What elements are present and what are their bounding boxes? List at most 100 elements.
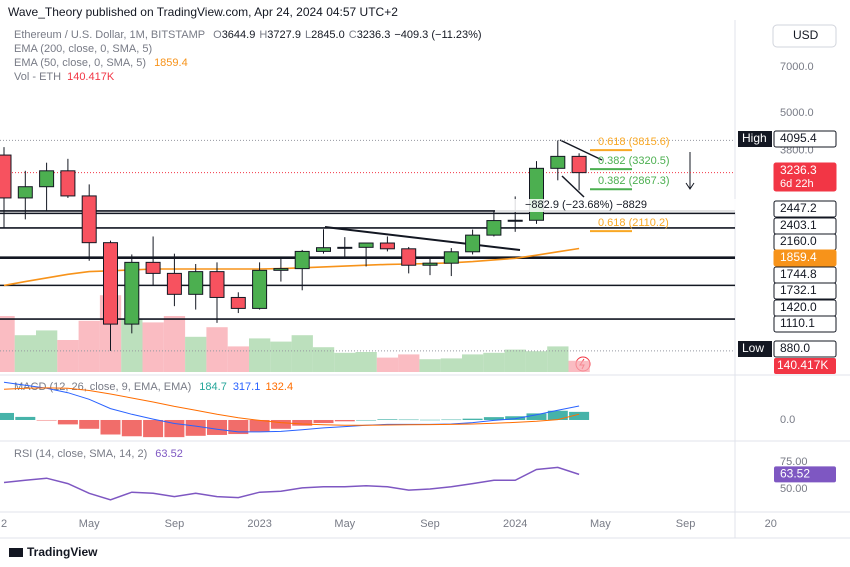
macd-tick-label: 0.0 [780, 414, 795, 426]
currency-button[interactable] [772, 24, 837, 48]
volume-bar [312, 347, 335, 372]
legend-macd-line: 317.1 [233, 381, 260, 393]
x-tick-label: 20 [765, 518, 777, 530]
price-label: 2403.1 [780, 218, 817, 232]
volume-bar [227, 346, 249, 372]
legend-c-key: C [349, 29, 357, 41]
candle-body [103, 242, 118, 325]
x-tick-label: May [590, 518, 611, 530]
legend-h-key: H [259, 29, 267, 41]
volume-bar [57, 340, 79, 372]
candle-body [60, 170, 76, 197]
price-label: 1859.4 [780, 250, 817, 264]
legend-ema50-name: EMA (50, close, 0, SMA, 5) [14, 57, 146, 69]
volume-bar [504, 349, 526, 372]
candle-body [81, 195, 97, 244]
volume-bar [376, 357, 399, 372]
legend-l: 2845.0 [311, 29, 345, 41]
legend-macd-signal: 132.4 [266, 381, 294, 393]
price-label: 2447.2 [780, 201, 817, 215]
macd-hist-bar [270, 419, 291, 429]
volume-bar [36, 330, 58, 372]
volume-bar [525, 351, 548, 372]
legend-o-key: O [213, 29, 222, 41]
macd-hist-bar [313, 419, 334, 424]
x-tick-label: Sep [676, 518, 696, 530]
rsi-line [3, 466, 580, 501]
macd-hist-bar [57, 419, 78, 425]
legend-symbol: Ethereum / U.S. Dollar, 1M, BITSTAMP O364… [14, 29, 482, 41]
volume-bar [270, 341, 292, 372]
measure-bg [495, 199, 745, 212]
price-label: 3236.3 [780, 163, 817, 177]
macd-hist-bar [398, 419, 419, 421]
legend-rsi: RSI (14, close, SMA, 14, 2) 63.52 [14, 448, 183, 460]
candle-body [337, 246, 353, 249]
candle-body [252, 269, 268, 309]
currency[interactable]: USD [793, 28, 819, 42]
fib-label: 0.618 (2110.2) [598, 217, 669, 229]
macd-hist-bar [483, 417, 504, 420]
macd-hist-bar [356, 419, 377, 421]
fib-label: 0.382 (3320.5) [598, 155, 670, 167]
price-label-box [773, 200, 837, 218]
fib-label: 0.618 (3815.6) [598, 136, 670, 148]
macd-hist-bar [420, 419, 440, 421]
volume-bar [0, 316, 15, 372]
x-tick-label: 2 [1, 518, 7, 530]
footer-logo [9, 548, 23, 557]
legend-h: 3727.9 [267, 29, 301, 41]
volume-bar [355, 352, 377, 372]
price-tag: Low [742, 341, 764, 355]
fib-label: 0.382 (2867.3) [598, 175, 670, 187]
price-label: 880.0 [780, 341, 810, 355]
candle-body [273, 268, 289, 271]
legend-symbol-name: Ethereum / U.S. Dollar, 1M, BITSTAMP [14, 29, 205, 41]
legend-volume-value: 140.417K [67, 71, 115, 83]
volume-bar [419, 359, 441, 372]
price-label: 4095.4 [780, 131, 817, 145]
footer-brand: TradingView [27, 545, 98, 559]
arrow-head [685, 182, 695, 190]
candle-body [529, 167, 544, 221]
price-label: 2160.0 [780, 234, 817, 248]
price-label: 1110.1 [780, 316, 815, 330]
x-tick-label: May [79, 518, 100, 530]
volume-bar [14, 335, 36, 372]
candle-body [422, 262, 438, 266]
volume-bar [440, 358, 462, 372]
price-countdown: 6d 22h [780, 178, 814, 190]
legend-l-key: L [305, 29, 311, 41]
macd-hist-bar [207, 419, 227, 435]
trend-line [324, 226, 521, 251]
candle-body [0, 154, 12, 199]
macd-hist-bar [228, 419, 249, 435]
macd-hist-bar [36, 419, 57, 421]
candle-body [486, 220, 502, 236]
macd-hist-bar [569, 411, 590, 420]
candle-body [443, 251, 459, 264]
legend-rsi-name: RSI (14, close, SMA, 14, 2) [14, 448, 147, 460]
volume-bar [547, 346, 569, 372]
candle-body [294, 250, 310, 270]
legend-change: −409.3 (−11.23%) [394, 29, 481, 41]
ema50-line [3, 247, 580, 287]
volume-label-box [774, 358, 836, 374]
price-label: 1744.8 [780, 267, 817, 281]
candle-body [124, 261, 140, 325]
logo-mark [9, 548, 23, 557]
macd-hist-bar [143, 419, 164, 438]
macd-hist-bar [185, 419, 206, 436]
volume-bar [206, 327, 228, 372]
candle-body [39, 170, 55, 188]
x-tick-label: Sep [420, 518, 440, 530]
signal-line [3, 387, 580, 426]
legend-macd-hist: 184.7 [199, 381, 227, 393]
macd-hist-bar [547, 410, 568, 420]
macd-hist-bar [121, 419, 142, 437]
macd-hist-bar [462, 418, 483, 420]
price-label-box [773, 130, 837, 148]
macd-hist-bar [164, 419, 185, 438]
legend-ema50: EMA (50, close, 0, SMA, 5) 1859.4 [14, 57, 188, 69]
